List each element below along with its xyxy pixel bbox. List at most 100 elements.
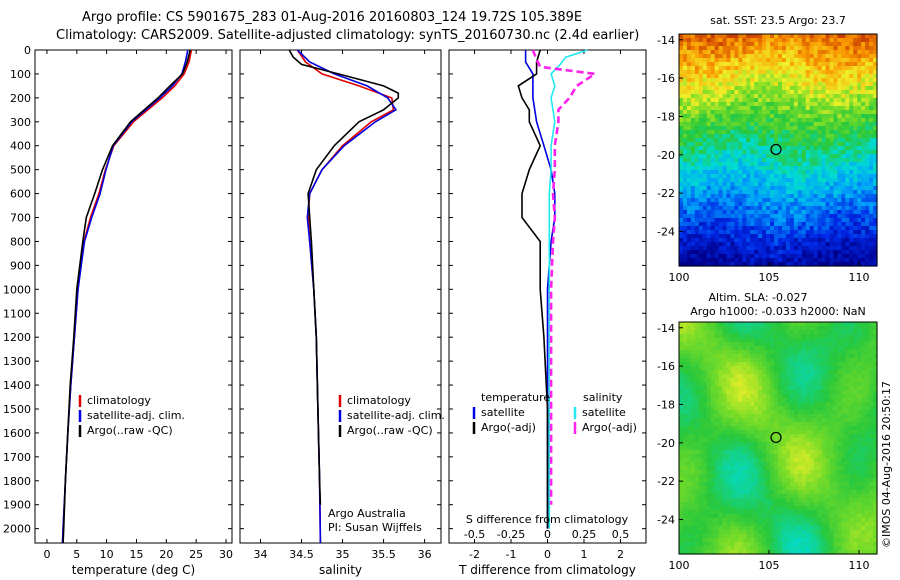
map-cell xyxy=(869,174,874,179)
map-cell xyxy=(817,54,823,59)
map-cell xyxy=(845,214,850,219)
map-cell xyxy=(726,214,732,219)
map-cell xyxy=(781,90,787,95)
map-cell xyxy=(861,162,866,167)
map-cell xyxy=(714,410,720,415)
map-cell xyxy=(750,210,755,215)
map-cell xyxy=(813,218,819,223)
map-cell xyxy=(738,338,743,343)
map-cell xyxy=(845,126,850,131)
map-cell xyxy=(766,190,771,195)
map-cell xyxy=(706,342,712,347)
map-cell xyxy=(821,42,827,47)
map-cell xyxy=(829,98,835,103)
map-cell xyxy=(801,150,807,155)
map-cell xyxy=(702,386,708,391)
map-cell xyxy=(714,178,720,183)
map-cell xyxy=(714,334,720,339)
map-cell xyxy=(873,142,878,147)
map-cell xyxy=(857,58,862,63)
map-cell xyxy=(861,346,866,351)
map-cell xyxy=(770,198,775,203)
map-cell xyxy=(793,54,799,59)
map-cell xyxy=(809,182,815,187)
map-cell xyxy=(785,362,791,367)
map-cell xyxy=(778,454,783,459)
map-cell xyxy=(774,122,779,127)
map-cell xyxy=(762,94,767,99)
map-cell xyxy=(714,158,720,163)
map-cell xyxy=(690,102,696,107)
map-cell xyxy=(766,326,771,331)
map-cell xyxy=(718,94,724,99)
map-cell xyxy=(762,138,767,143)
map-cell xyxy=(849,234,854,239)
map-cell xyxy=(750,118,755,123)
map-cell xyxy=(702,178,708,183)
map-cell xyxy=(734,406,739,411)
map-cell xyxy=(813,394,819,399)
map-cell xyxy=(869,82,874,87)
map-cell xyxy=(797,402,803,407)
map-cell xyxy=(797,406,803,411)
map-cell xyxy=(845,350,850,355)
map-cell xyxy=(738,134,743,139)
map-cell xyxy=(793,350,799,355)
map-cell xyxy=(793,354,799,359)
map-cell xyxy=(789,414,795,419)
map-cell xyxy=(801,66,807,71)
map-cell xyxy=(873,422,878,427)
map-cell xyxy=(817,422,823,427)
map-cell xyxy=(857,74,862,79)
map-cell xyxy=(805,198,811,203)
map-cell xyxy=(853,342,858,347)
map-cell xyxy=(722,162,728,167)
map-cell xyxy=(714,242,720,247)
map-cell xyxy=(801,222,807,227)
map-cell xyxy=(813,150,819,155)
map-cell xyxy=(758,366,763,371)
map-cell xyxy=(742,162,747,167)
map-cell xyxy=(813,70,819,75)
map-cell xyxy=(694,186,700,191)
map-cell xyxy=(809,138,815,143)
map-cell xyxy=(817,62,823,67)
map-cell xyxy=(865,158,870,163)
map-cell xyxy=(750,130,755,135)
map-cell xyxy=(781,126,787,131)
map-cell xyxy=(766,378,771,383)
map-cell xyxy=(750,194,755,199)
map-cell xyxy=(789,82,795,87)
map-cell xyxy=(710,78,716,83)
map-cell xyxy=(797,262,803,267)
map-cell xyxy=(785,110,791,115)
map-cell xyxy=(714,118,720,123)
map-cell xyxy=(805,362,811,367)
map-cell xyxy=(857,234,862,239)
map-cell xyxy=(750,70,755,75)
map-cell xyxy=(793,102,799,107)
map-cell xyxy=(714,222,720,227)
map-cell xyxy=(873,370,878,375)
map-cell xyxy=(758,398,763,403)
map-cell xyxy=(702,374,708,379)
map-cell xyxy=(861,138,866,143)
map-cell xyxy=(679,466,684,471)
map-cell xyxy=(857,134,862,139)
map-cell xyxy=(797,378,803,383)
map-cell xyxy=(789,182,795,187)
map-cell xyxy=(726,122,732,127)
map-cell xyxy=(738,370,743,375)
map-cell xyxy=(770,174,775,179)
map-cell xyxy=(734,262,739,267)
map-cell xyxy=(813,98,819,103)
map-cell xyxy=(754,426,759,431)
map-cell xyxy=(853,334,858,339)
map-cell xyxy=(742,122,747,127)
map-cell xyxy=(770,454,775,459)
map-cell xyxy=(781,194,787,199)
map-cell xyxy=(845,174,850,179)
map-cell xyxy=(718,90,724,95)
map-cell xyxy=(690,402,696,407)
map-cell xyxy=(801,382,807,387)
